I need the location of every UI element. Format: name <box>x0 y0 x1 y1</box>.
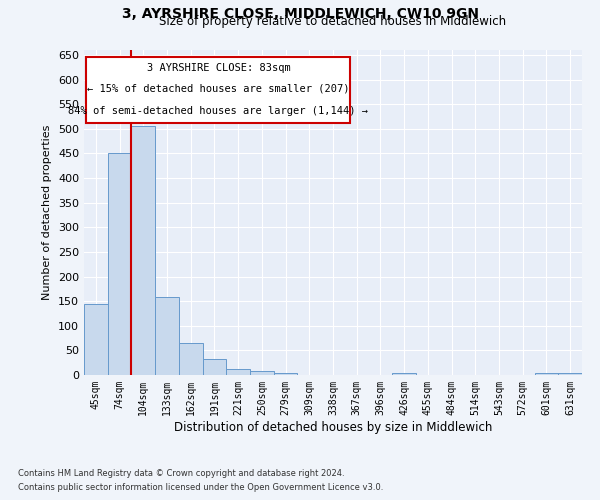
Bar <box>535 372 558 375</box>
Title: Size of property relative to detached houses in Middlewich: Size of property relative to detached ho… <box>160 15 506 28</box>
Bar <box>203 359 226 375</box>
Bar <box>558 372 582 375</box>
Bar <box>108 154 131 375</box>
FancyBboxPatch shape <box>86 56 350 123</box>
Bar <box>131 126 155 375</box>
Bar <box>155 297 179 375</box>
Bar <box>274 372 298 375</box>
Bar <box>226 369 250 375</box>
Text: ← 15% of detached houses are smaller (207): ← 15% of detached houses are smaller (20… <box>87 84 350 94</box>
Text: Contains HM Land Registry data © Crown copyright and database right 2024.: Contains HM Land Registry data © Crown c… <box>18 468 344 477</box>
Text: 3, AYRSHIRE CLOSE, MIDDLEWICH, CW10 9GN: 3, AYRSHIRE CLOSE, MIDDLEWICH, CW10 9GN <box>121 8 479 22</box>
Bar <box>84 304 108 375</box>
Text: Contains public sector information licensed under the Open Government Licence v3: Contains public sector information licen… <box>18 484 383 492</box>
Bar <box>392 372 416 375</box>
Text: 84% of semi-detached houses are larger (1,144) →: 84% of semi-detached houses are larger (… <box>68 106 368 116</box>
Bar <box>250 371 274 375</box>
Text: 3 AYRSHIRE CLOSE: 83sqm: 3 AYRSHIRE CLOSE: 83sqm <box>146 64 290 74</box>
Y-axis label: Number of detached properties: Number of detached properties <box>43 125 52 300</box>
X-axis label: Distribution of detached houses by size in Middlewich: Distribution of detached houses by size … <box>174 420 492 434</box>
Bar <box>179 343 203 375</box>
